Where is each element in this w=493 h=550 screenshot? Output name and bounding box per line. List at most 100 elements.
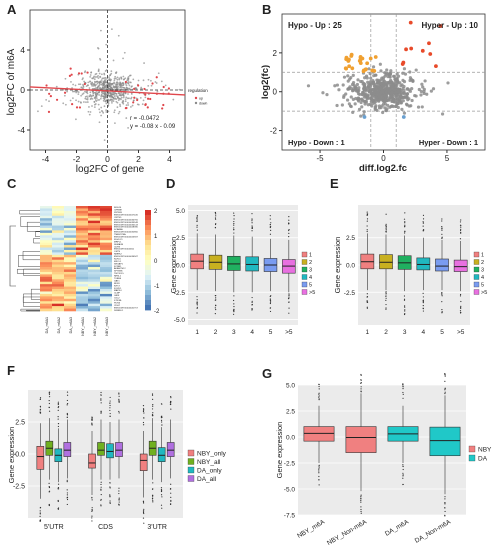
heatmap-cell: [100, 235, 112, 239]
outlier-point: [441, 295, 443, 297]
scatter-point: [100, 73, 103, 76]
dendrogram-branch: [23, 268, 40, 276]
scatter-point: [384, 90, 388, 94]
box-d: [245, 256, 259, 272]
scatter-point: [346, 87, 350, 91]
outlier-point: [402, 393, 404, 395]
outlier-point: [100, 488, 102, 490]
scatter-point: [97, 99, 99, 101]
color-scale-tick-label: 1: [154, 234, 158, 240]
outlier-point: [57, 406, 60, 408]
scatter-point: [374, 104, 378, 108]
heatmap-cell: [76, 303, 88, 307]
scatter-point: [107, 110, 110, 113]
scatter-point: [125, 86, 128, 89]
outlier-point: [269, 226, 271, 229]
outlier-point: [318, 383, 320, 386]
scatter-point: [82, 77, 84, 80]
scatter-point: [111, 95, 113, 98]
scatter-point: [351, 97, 355, 101]
outlier-point: [57, 403, 59, 406]
outlier-point: [251, 218, 253, 220]
heatmap-cell: [76, 281, 88, 285]
outlier-point: [66, 494, 68, 496]
outlier-point: [39, 398, 41, 400]
color-scale-tick-label: 2: [154, 209, 158, 215]
outlier-point: [460, 307, 462, 309]
outlier-point: [441, 233, 443, 235]
outlier-point: [269, 299, 271, 301]
outlier-point: [360, 512, 362, 514]
outlier-point: [441, 294, 443, 296]
outlier-point: [385, 297, 387, 299]
outlier-point: [143, 417, 145, 419]
heatmap-cell: [88, 259, 100, 263]
scatter-point: [414, 94, 418, 98]
scatter-point: [94, 80, 96, 83]
scatter-point: [98, 72, 101, 75]
box-e: [379, 254, 393, 270]
outlier-point: [251, 225, 253, 227]
heatmap-cell: [100, 254, 112, 258]
outlier-point: [441, 218, 443, 220]
scatter-point: [97, 77, 100, 80]
outlier-point: [404, 225, 406, 227]
scatter-point: [108, 94, 111, 97]
heatmap-cell: [88, 284, 100, 287]
hyper-up-point: [420, 48, 425, 53]
hypo-up-point: [347, 64, 352, 69]
heatmap-cell: [64, 227, 76, 231]
scatter-point: [124, 98, 127, 101]
outlier-point: [109, 415, 111, 417]
outlier-point: [422, 214, 425, 216]
scatter-point: [385, 82, 389, 87]
scatter-point: [94, 91, 97, 94]
heatmap-cell: [76, 269, 88, 273]
scatter-point: [90, 71, 93, 74]
scatter-point: [355, 82, 360, 87]
heatmap-row-label: RGS14: [114, 207, 122, 209]
scatter-point: [55, 85, 58, 88]
y-tick-label-d: -2.5: [174, 290, 186, 297]
outlier-point: [360, 510, 362, 513]
scatter-point: [135, 87, 138, 90]
scatter-point: [114, 75, 117, 78]
scatter-point: [141, 88, 143, 90]
outlier-point: [360, 508, 362, 511]
heatmap-cell: [88, 267, 100, 270]
outlier-point: [232, 313, 235, 315]
box-f: [106, 443, 114, 459]
x-tick-label-e: >5: [457, 329, 465, 336]
legend-swatch-d: [301, 266, 308, 273]
outlier-point: [91, 417, 93, 419]
highlight-point: [83, 82, 86, 86]
heatmap-cell: [64, 279, 76, 282]
outlier-point: [118, 410, 120, 413]
legend-swatch-f: [187, 449, 195, 457]
scatter-point: [335, 103, 339, 108]
scatter-point: [93, 75, 96, 78]
heatmap-cell: [76, 284, 88, 287]
heatmap-row-label: SPTBN5: [114, 271, 123, 273]
outlier-point: [318, 470, 320, 472]
outlier-point: [214, 211, 217, 214]
scatter-point: [113, 109, 116, 112]
y-tick-label-d: 2.5: [176, 235, 185, 242]
outlier-point: [233, 305, 235, 308]
scatter-point: [100, 83, 103, 86]
scatter-point: [115, 93, 118, 95]
heatmap-cell: [76, 232, 88, 236]
scatter-point: [405, 92, 410, 96]
outlier-point: [385, 308, 387, 310]
hypo-up-point: [368, 56, 373, 61]
scatter-point: [149, 79, 152, 82]
scatter-point: [89, 111, 92, 113]
scatter-point: [349, 104, 353, 109]
outlier-point: [460, 300, 462, 303]
scatter-point: [376, 84, 381, 88]
outlier-point: [118, 499, 120, 501]
outlier-point: [366, 229, 368, 231]
heatmap-row-label: SRGAP1: [114, 262, 124, 265]
heatmap-row-label: ZBTB20: [114, 212, 123, 214]
x-tick-label-f: CDS: [98, 524, 113, 531]
